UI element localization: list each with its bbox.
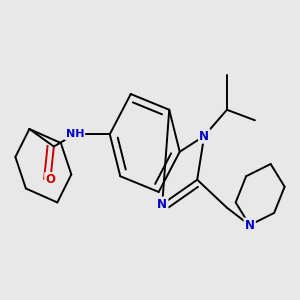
Text: O: O (45, 173, 55, 186)
Text: N: N (199, 130, 209, 142)
Text: NH: NH (66, 129, 84, 139)
Text: N: N (157, 198, 167, 211)
Text: N: N (245, 219, 255, 232)
